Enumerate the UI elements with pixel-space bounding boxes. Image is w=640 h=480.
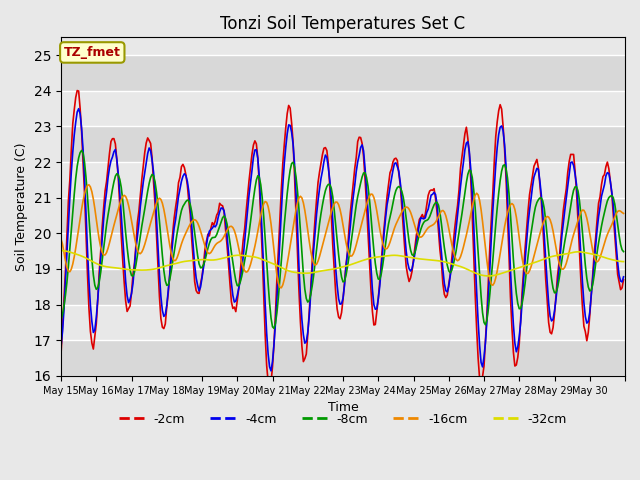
Bar bbox=[61, 126, 625, 162]
Bar bbox=[61, 55, 625, 91]
Bar bbox=[61, 198, 625, 233]
Bar bbox=[61, 91, 625, 126]
Title: Tonzi Soil Temperatures Set C: Tonzi Soil Temperatures Set C bbox=[220, 15, 465, 33]
Y-axis label: Soil Temperature (C): Soil Temperature (C) bbox=[15, 143, 28, 271]
Bar bbox=[61, 340, 625, 376]
Text: TZ_fmet: TZ_fmet bbox=[64, 46, 121, 59]
Bar bbox=[61, 305, 625, 340]
Bar bbox=[61, 233, 625, 269]
Bar bbox=[61, 269, 625, 305]
Legend: -2cm, -4cm, -8cm, -16cm, -32cm: -2cm, -4cm, -8cm, -16cm, -32cm bbox=[114, 408, 572, 431]
X-axis label: Time: Time bbox=[328, 401, 358, 414]
Bar bbox=[61, 162, 625, 198]
